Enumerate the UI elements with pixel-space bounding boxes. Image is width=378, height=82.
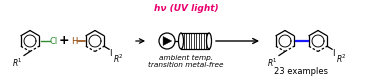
Text: I: I: [332, 49, 335, 58]
Text: $R^2$: $R^2$: [113, 52, 124, 65]
Text: $R^2$: $R^2$: [336, 52, 347, 65]
Text: $R^1$: $R^1$: [12, 56, 23, 69]
Text: I: I: [109, 49, 112, 58]
Text: transition metal-free: transition metal-free: [148, 62, 224, 68]
Text: Cl: Cl: [50, 36, 58, 46]
Text: ambient temp.: ambient temp.: [159, 55, 213, 61]
Text: 23 examples: 23 examples: [274, 67, 328, 76]
Text: $R^1$: $R^1$: [267, 56, 278, 69]
Ellipse shape: [178, 33, 183, 49]
Ellipse shape: [206, 33, 212, 49]
Text: +: +: [59, 35, 69, 47]
Text: hν (UV light): hν (UV light): [154, 4, 218, 13]
Polygon shape: [163, 36, 172, 46]
Text: H: H: [71, 36, 77, 46]
Bar: [181, 33, 209, 49]
